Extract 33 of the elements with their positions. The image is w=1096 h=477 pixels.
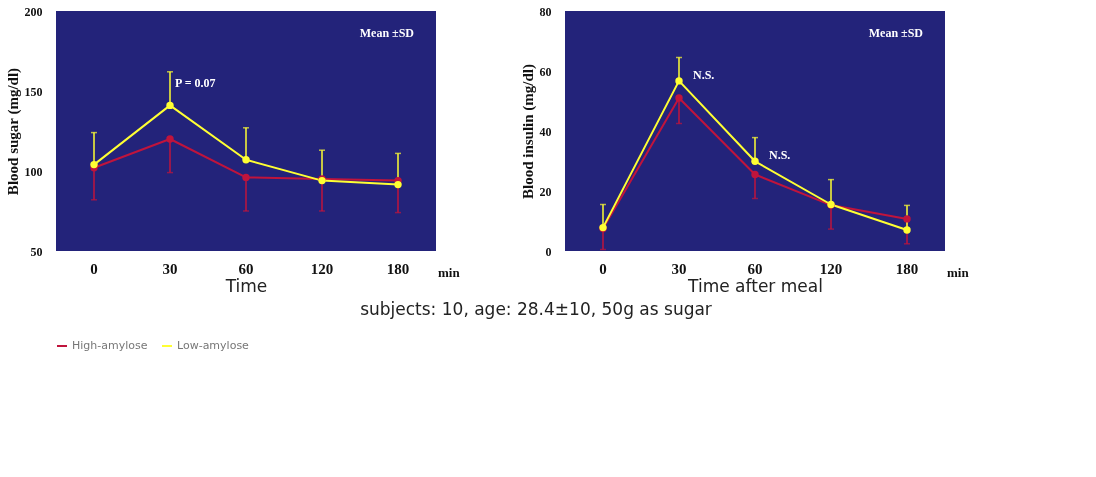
annotation: N.S. [693,67,715,82]
y-tick-label: 200 [24,4,43,19]
text: subjects: 10, age: 28.4±10, 50g as sugar [360,299,712,319]
annotation: Mean ±SD [359,26,415,40]
y-tick-label: 150 [24,84,43,99]
y-tick-label: 0 [545,244,552,259]
y-tick-label: 80 [539,4,552,19]
y-axis-title: Blood sugar (mg/dl) [4,67,22,196]
annotation: Mean ±SD [868,26,924,40]
y-tick-label: 100 [24,164,43,179]
text: min [438,265,461,280]
legend-label: High-amylose [72,339,148,352]
y-axis-title: Blood insulin (mg/dl) [519,63,537,200]
text: min [947,265,970,280]
x-tick-label: 0 [599,260,607,277]
x-tick-label: 30 [162,260,178,277]
y-tick-label: 20 [539,184,552,199]
legend-label: Low-amylose [177,339,250,352]
x-tick-label: 60 [747,260,763,277]
y-tick-label: 50 [30,244,43,259]
x-tick-label: 120 [819,260,843,277]
x-axis-title: Time [224,275,268,296]
x-tick-label: 60 [238,260,254,277]
y-tick-label: 60 [539,64,552,79]
annotation: P = 0.07 [175,76,216,90]
x-tick-label: 0 [90,260,98,277]
x-axis-title: Time after meal [687,275,823,296]
x-tick-label: 30 [671,260,687,277]
y-tick-label: 40 [539,124,552,139]
x-tick-label: 180 [895,260,919,277]
annotation: N.S. [769,148,791,163]
x-tick-label: 120 [310,260,334,277]
x-tick-label: 180 [386,260,410,277]
